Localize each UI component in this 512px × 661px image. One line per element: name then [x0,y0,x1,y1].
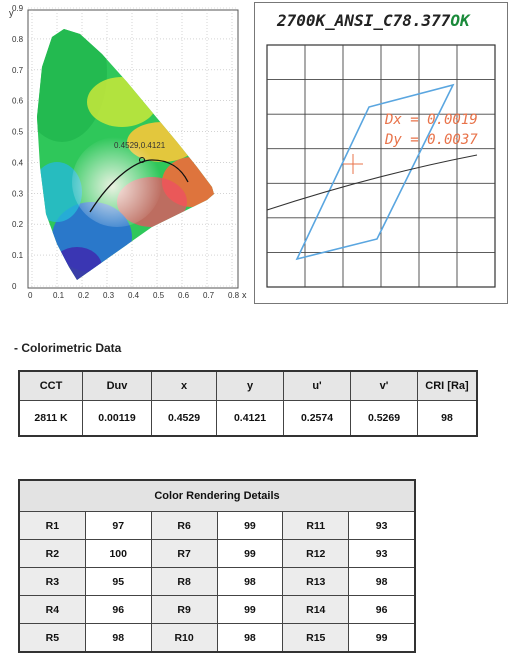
cri-index-value: 98 [348,567,416,596]
header-u-prime: u' [283,370,351,401]
cie-y-tick-label: 0.8 [12,35,24,44]
ansi-zoom-panel: Dx = 0.0019 Dy = 0.0037 2700K_ANSI_C78.3… [254,2,508,304]
cie-x-tick-label: 0.8 [228,291,240,300]
colorimetric-table: CCT Duv x y u' v' CRI [Ra] 2811 K 0.0011… [18,370,478,437]
cri-index-value: 96 [348,595,416,624]
cie-y-tick-label: 0.4 [12,158,24,167]
measured-point-marker [139,157,145,163]
header-y: y [216,370,284,401]
value-u-prime: 0.2574 [283,400,351,437]
cri-index-value: 93 [348,539,416,568]
cri-row: R3 95 R8 98 R13 98 [18,567,416,596]
cie-chromaticity-chart: 0.4529,0.4121 x y 0 0.1 0.2 0.3 0.4 0.5 0.6 0.7… [9,4,247,300]
value-cri-ra: 98 [417,400,478,437]
cri-index-value: 98 [216,567,284,596]
cri-index-label: R10 [150,623,218,653]
cri-row: R1 97 R6 99 R11 93 [18,511,416,540]
cie-x-tick-label: 0.6 [178,291,190,300]
cri-index-value: 99 [216,539,284,568]
cie-x-tick-label: 0.4 [128,291,140,300]
blackbody-curve [266,154,478,211]
dx-readout: Dx = 0.0019 [384,112,478,128]
cie-y-tick-label: 0.1 [12,251,24,260]
cri-index-label: R6 [150,511,218,540]
cri-index-value: 96 [84,595,152,624]
ansi-quadrangle [295,83,455,261]
cie-y-tick-label: 0 [12,282,17,291]
cri-index-value: 99 [216,511,284,540]
value-x: 0.4529 [151,400,217,437]
standard-label: 2700K_ANSI_C78.377 [277,11,451,30]
cri-index-label: R4 [18,595,86,624]
cie-y-tick-label: 0.7 [12,66,24,75]
cie-y-tick-label: 0.6 [12,97,24,106]
ansi-zoom-plot: Dx = 0.0019 Dy = 0.0037 [266,44,496,288]
cri-index-label: R7 [150,539,218,568]
cri-index-label: R8 [150,567,218,596]
colorimetric-value-row: 2811 K 0.00119 0.4529 0.4121 0.2574 0.52… [18,400,478,437]
cri-index-value: 99 [216,595,284,624]
cie-y-tick-label: 0.9 [12,4,24,13]
planckian-locus-curve [89,159,189,213]
cri-index-value: 97 [84,511,152,540]
cri-index-label: R14 [282,595,350,624]
zoom-grid [267,45,495,287]
cri-title-row: Color Rendering Details [18,479,416,512]
cie-y-tick-label: 0.5 [12,128,24,137]
cri-row: R2 100 R7 99 R12 93 [18,539,416,568]
cri-index-label: R5 [18,623,86,653]
cie-x-tick-label: 0.3 [103,291,115,300]
cie-x-tick-label: 0.2 [78,291,90,300]
cri-index-value: 93 [348,511,416,540]
cie-x-tick-label: 0.7 [203,291,215,300]
cri-row: R4 96 R9 99 R14 96 [18,595,416,624]
header-v-prime: v' [350,370,418,401]
header-duv: Duv [82,370,152,401]
cri-index-value: 98 [84,623,152,653]
value-y: 0.4121 [216,400,284,437]
cri-body: R1 97 R6 99 R11 93 R2 100 R7 99 R12 93 R3 95 R8 98 R13 98… [18,511,416,653]
dy-readout: Dy = 0.0037 [384,132,478,148]
cri-details-table: Color Rendering Details R1 97 R6 99 R11 93 R2 1… [18,479,416,653]
cie-y-axis-label: y [9,8,14,18]
header-x: x [151,370,217,401]
zoom-title: 2700K_ANSI_C78.377OK [277,11,470,30]
measured-point-label: 0.4529,0.4121 [114,141,166,150]
cie-x-axis-label: x [242,290,247,300]
header-cct: CCT [18,370,83,401]
cri-index-value: 95 [84,567,152,596]
cri-index-label: R2 [18,539,86,568]
cri-index-label: R15 [282,623,350,653]
cie-y-tick-label: 0.3 [12,189,24,198]
cri-index-label: R11 [282,511,350,540]
cri-index-value: 98 [216,623,284,653]
cri-table-title: Color Rendering Details [18,479,416,512]
section-title: - Colorimetric Data [14,341,122,355]
cri-index-value: 100 [84,539,152,568]
value-duv: 0.00119 [82,400,152,437]
status-ok-label: OK [450,11,470,30]
cie-y-tick-label: 0.2 [12,220,24,229]
cri-index-label: R1 [18,511,86,540]
cie-x-tick-label: 0.5 [153,291,165,300]
cri-index-value: 99 [348,623,416,653]
value-v-prime: 0.5269 [350,400,418,437]
cie-x-tick-label: 0.1 [53,291,65,300]
colorimetric-header-row: CCT Duv x y u' v' CRI [Ra] [18,370,478,401]
cie-tick-labels: 0 0.1 0.2 0.3 0.4 0.5 0.6 0.7 0.8 0 0.1 0.2 0.3 0.4 0.… [12,4,240,300]
cri-row: R5 98 R10 98 R15 99 [18,623,416,653]
value-cct: 2811 K [18,400,83,437]
cri-index-label: R9 [150,595,218,624]
cri-index-label: R12 [282,539,350,568]
cri-index-label: R13 [282,567,350,596]
cri-index-label: R3 [18,567,86,596]
cie-x-tick-label: 0 [28,291,33,300]
header-cri-ra: CRI [Ra] [417,370,478,401]
